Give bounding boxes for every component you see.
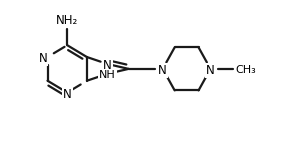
Text: N: N [39,52,47,65]
Text: CH₃: CH₃ [235,65,256,75]
Text: N: N [103,59,112,72]
Text: N: N [63,88,72,101]
Text: N: N [158,64,167,77]
Text: NH: NH [99,70,116,80]
Text: NH₂: NH₂ [56,14,78,27]
Text: N: N [206,64,215,77]
